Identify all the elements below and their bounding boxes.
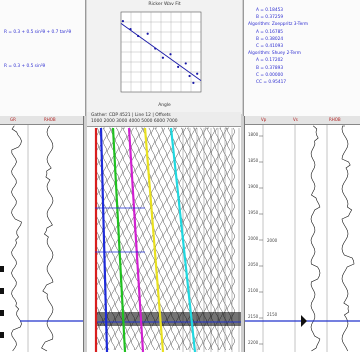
- result-line: A = 0.18453: [256, 8, 284, 13]
- depth-marker-1: 2000: [267, 238, 278, 243]
- crossplot-title: Ricker Wav Fit: [148, 2, 181, 7]
- crossplot-panel: Ricker Wav Fit Angle: [87, 0, 242, 114]
- velocity-pick-line: [127, 127, 145, 352]
- track-header-right: Vp Vs RHOB: [245, 116, 360, 125]
- crossplot-point: [146, 32, 149, 35]
- log-fill: [0, 266, 4, 272]
- depth-marker-2: 2150: [267, 312, 278, 317]
- vs-curve: [341, 125, 355, 352]
- vp-curve: [310, 125, 321, 352]
- log-fill: [0, 310, 4, 316]
- log-curves-right: [245, 124, 360, 352]
- depth-label: 2100: [248, 288, 259, 293]
- result-line: Algorithm: Zoeppritz 3-Term: [248, 22, 309, 28]
- result-line: A = 0.16785: [256, 29, 284, 35]
- result-line: Algorithm: Shuey 2-Term: [248, 51, 301, 57]
- depth-label: 1850: [248, 158, 259, 163]
- result-line: C = 0.41093: [256, 44, 284, 49]
- gather-traces: [94, 127, 241, 352]
- depth-label: 2150: [248, 314, 259, 319]
- results-panel: A = 0.18453 B = 0.37259 Algorithm: Zoeppri…: [243, 0, 360, 116]
- gather-header-line1: Gather: CDP 4521 | Line 12 | Offsets: [91, 113, 171, 118]
- track-header-gr: GR: [10, 117, 16, 122]
- wavelet-peak: [301, 315, 307, 327]
- reflector-band: [95, 312, 241, 326]
- track-header-vp: Vp: [261, 117, 267, 122]
- crossplot-chart[interactable]: [87, 0, 242, 114]
- result-line: CC = 0.95417: [256, 80, 287, 85]
- track-header-rhob-right: RHOB: [329, 117, 341, 122]
- track-header-vs: Vs: [293, 117, 298, 122]
- depth-label: 1900: [248, 184, 259, 189]
- log-track-left[interactable]: GR RHOB: [0, 116, 84, 352]
- depth-label: 2200: [248, 340, 259, 345]
- crossplot-point: [177, 65, 180, 68]
- log-track-right[interactable]: Vp Vs RHOB 1800 1850 1900 1950 2000 2050 2100 2…: [244, 116, 360, 352]
- crossplot-point: [184, 62, 187, 65]
- rhob-curve: [41, 125, 54, 352]
- crossplot-point: [188, 74, 191, 78]
- result-line: B = 0.37259: [256, 15, 284, 21]
- depth-label: 1950: [248, 210, 259, 215]
- crossplot-point: [121, 20, 125, 23]
- result-line: B = 0.37893: [256, 65, 284, 71]
- depth-label: 1800: [248, 132, 259, 137]
- log-fill: [0, 332, 4, 338]
- velocity-pick-line: [99, 127, 109, 352]
- equation-panel-left: R = 0.3 + 0.5 sin²θ + 0.7 tan²θ R = 0.3 …: [0, 0, 86, 116]
- log-fill: [0, 288, 4, 294]
- equation-left-2: R = 0.3 + 0.5 sin²θ: [4, 64, 46, 69]
- gather-header-line2: 1000 2000 3000 4000 5000 6000 7000: [91, 119, 178, 124]
- track-header-rhob: RHOB: [44, 117, 56, 122]
- crossplot-point: [196, 72, 199, 75]
- crossplot-point: [169, 53, 172, 56]
- depth-label: 2050: [248, 262, 259, 267]
- log-curves-left: [0, 124, 83, 352]
- crossplot-point: [129, 28, 132, 31]
- crossplot-point: [154, 47, 157, 50]
- crossplot-point: [192, 81, 195, 84]
- track-header-left: GR RHOB: [0, 116, 83, 125]
- result-line: B = 0.38024: [256, 36, 284, 42]
- seismic-gather[interactable]: Gather: CDP 4521 | Line 12 | Offsets 100…: [87, 112, 241, 352]
- depth-label: 2000: [248, 236, 259, 241]
- gr-curve: [11, 125, 22, 352]
- crossplot-point: [137, 34, 140, 38]
- gather-header: Gather: CDP 4521 | Line 12 | Offsets 100…: [87, 112, 241, 127]
- equation-left-1: R = 0.3 + 0.5 sin²θ + 0.7 tan²θ: [4, 30, 72, 35]
- crossplot-point: [161, 56, 165, 59]
- crossplot-x-label: Angle: [158, 103, 171, 108]
- result-line: A = 0.17202: [256, 58, 284, 64]
- velocity-pick-line: [169, 127, 197, 352]
- result-line: C = 0.00000: [256, 72, 284, 78]
- velocity-pick-line: [111, 127, 127, 352]
- velocity-pick-line: [143, 127, 165, 352]
- crossplot-fit-line: [120, 23, 202, 81]
